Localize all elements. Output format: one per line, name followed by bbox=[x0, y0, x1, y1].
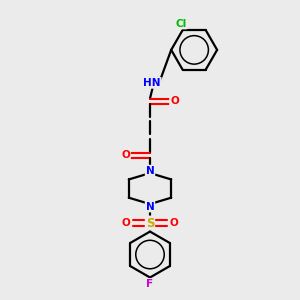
Text: HN: HN bbox=[143, 78, 161, 88]
Text: N: N bbox=[146, 202, 154, 212]
Text: O: O bbox=[170, 96, 179, 106]
Text: Cl: Cl bbox=[176, 19, 187, 28]
Text: S: S bbox=[146, 217, 154, 230]
Text: N: N bbox=[146, 166, 154, 176]
Text: O: O bbox=[121, 150, 130, 160]
Text: O: O bbox=[170, 218, 178, 228]
Text: F: F bbox=[146, 279, 154, 289]
Text: O: O bbox=[122, 218, 130, 228]
